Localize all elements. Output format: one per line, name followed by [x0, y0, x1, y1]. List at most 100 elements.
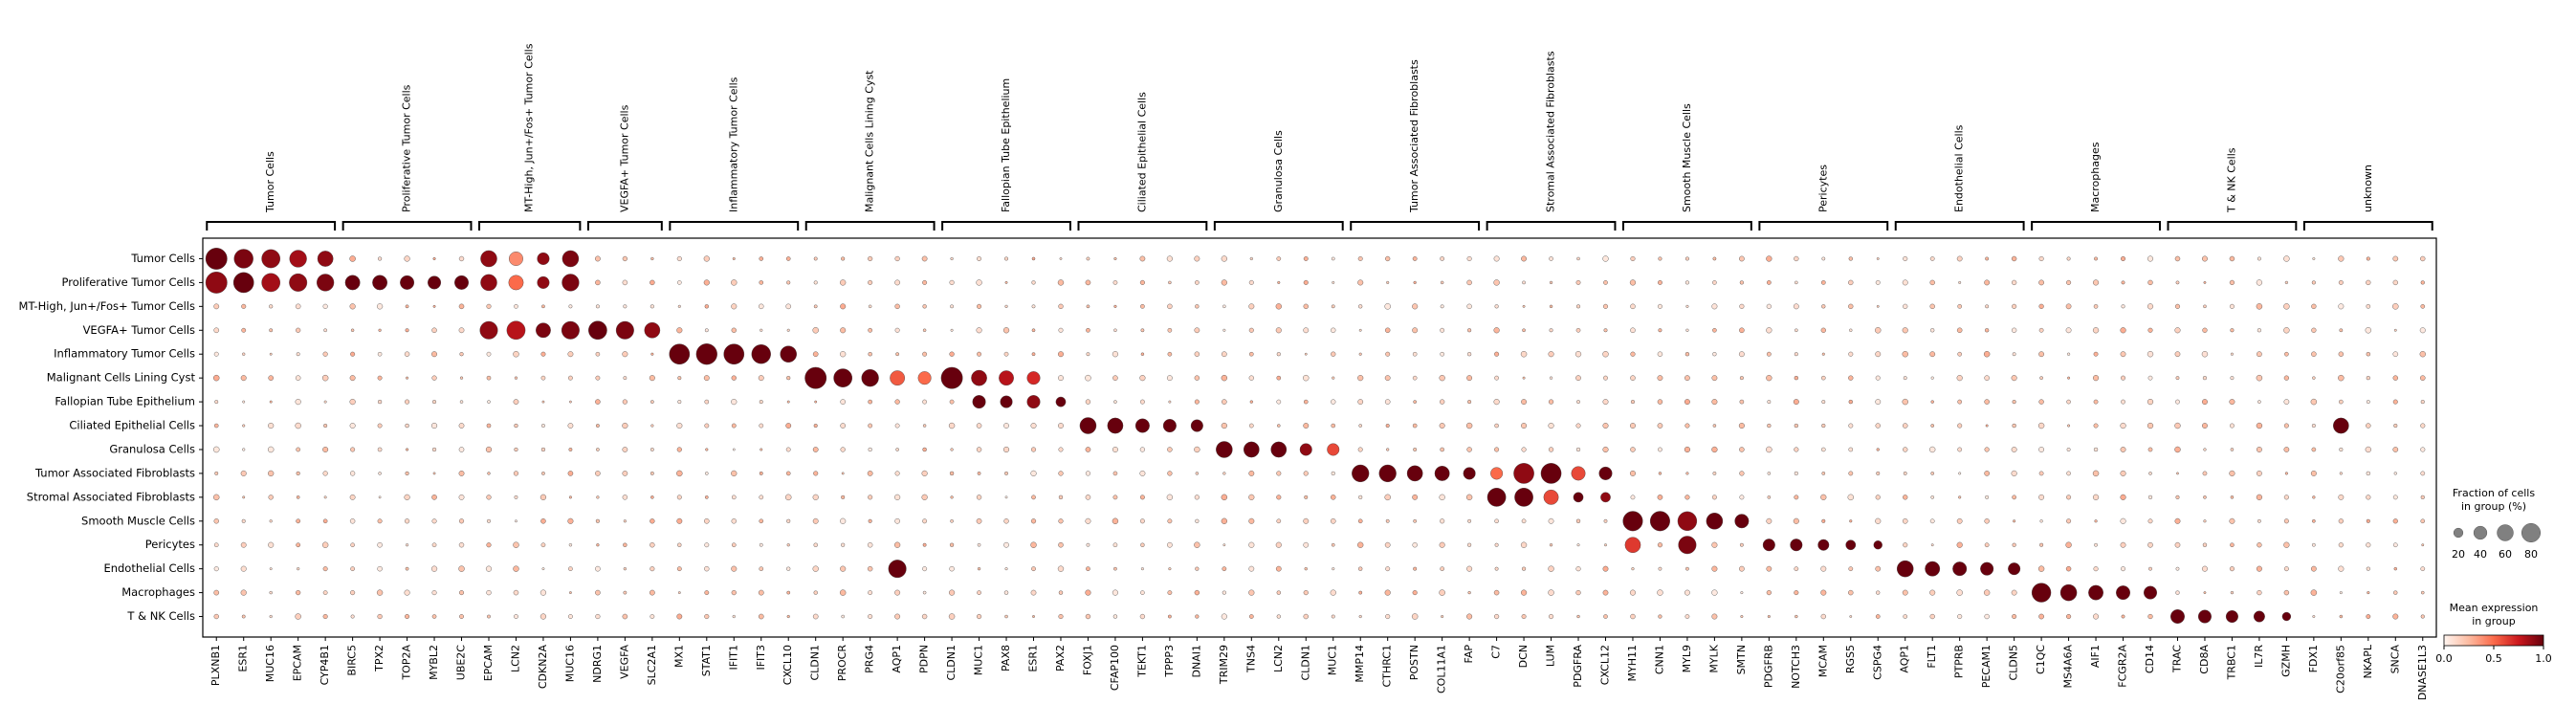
dot [1984, 518, 1990, 524]
dot [1494, 542, 1499, 547]
dot [1576, 614, 1580, 619]
group-bracket [586, 221, 663, 231]
dot [1925, 561, 1941, 577]
dot [1821, 423, 1826, 429]
x-tick-label: MYLK [1707, 644, 1720, 672]
dot [2256, 565, 2262, 572]
dot [894, 589, 901, 596]
dot [1548, 399, 1554, 405]
dot [405, 614, 410, 620]
dot [1413, 566, 1418, 571]
dot [1762, 539, 1775, 552]
dot [2392, 351, 2399, 358]
dot [1739, 255, 1745, 262]
dot [1299, 443, 1312, 456]
dot [2281, 611, 2292, 622]
dot [2283, 303, 2290, 310]
dot [2339, 472, 2343, 475]
dot [1876, 471, 1881, 475]
dot [650, 566, 655, 572]
dot [922, 304, 927, 309]
dot [868, 352, 872, 357]
dot [1406, 465, 1423, 482]
dot [976, 495, 982, 500]
dot [232, 272, 254, 294]
dot [2230, 352, 2234, 356]
dot [1085, 374, 1091, 382]
dot [431, 327, 437, 334]
dot [895, 448, 899, 451]
dot [1031, 352, 1036, 357]
dot [814, 400, 818, 404]
dot [2311, 327, 2317, 333]
dot [1630, 613, 1636, 620]
dot [2147, 518, 2153, 524]
dot [1085, 589, 1091, 596]
dot [840, 303, 847, 310]
dot [1766, 303, 1772, 309]
dot [840, 279, 847, 286]
dot [1466, 255, 1472, 261]
size-legend-dot [2497, 524, 2514, 541]
dot [1221, 279, 1227, 286]
dot [1793, 399, 1799, 406]
dot [731, 375, 737, 381]
dot [1331, 304, 1335, 309]
group-label: Smooth Muscle Cells [1681, 103, 1693, 212]
dot [1085, 279, 1091, 286]
dot [977, 351, 981, 357]
x-tick-label: FAP [1463, 645, 1475, 664]
dot [622, 471, 628, 476]
dot [2257, 542, 2262, 548]
group-label: MT-High, Jun+/Fos+ Tumor Cells [523, 43, 536, 212]
dot [323, 400, 327, 404]
dot [731, 327, 737, 333]
dot [1602, 446, 1609, 452]
dot [1140, 542, 1145, 547]
group-bracket [1894, 221, 2025, 231]
dot [1711, 399, 1718, 406]
dot [240, 375, 247, 382]
dot [1983, 589, 1991, 596]
dot [650, 256, 654, 261]
dot [1139, 375, 1146, 382]
dot [1543, 489, 1559, 505]
dot [1875, 351, 1882, 358]
dot [2420, 447, 2426, 452]
dot [840, 565, 847, 572]
dot [1711, 541, 1718, 548]
dot [1112, 471, 1118, 476]
dot [2011, 327, 2017, 333]
dot [1221, 494, 1228, 501]
dot [568, 304, 573, 309]
group-label: Malignant Cells Lining Cyst [864, 70, 876, 212]
dot [458, 470, 465, 476]
dot [622, 399, 627, 405]
dot [1630, 303, 1636, 310]
dot [2038, 471, 2044, 476]
dot [1903, 495, 1908, 500]
dot [350, 328, 355, 332]
dot [784, 494, 792, 501]
dot [731, 470, 738, 477]
dot [841, 256, 846, 261]
dot [2121, 304, 2125, 309]
dot [2419, 375, 2426, 381]
dot [2121, 255, 2126, 261]
dot [2257, 589, 2262, 596]
dot [1331, 399, 1336, 405]
dot [949, 279, 955, 285]
dot [976, 517, 982, 524]
dot [1140, 567, 1144, 571]
dot [1631, 567, 1635, 571]
x-tick-label: STAT1 [700, 645, 713, 676]
dot [676, 327, 683, 334]
dot [1658, 256, 1662, 261]
dot [2066, 399, 2071, 405]
dot [1277, 424, 1281, 428]
dot [322, 471, 328, 476]
dot [2011, 447, 2017, 452]
dot [431, 375, 437, 381]
dot [922, 590, 927, 595]
dot [1849, 519, 1853, 523]
